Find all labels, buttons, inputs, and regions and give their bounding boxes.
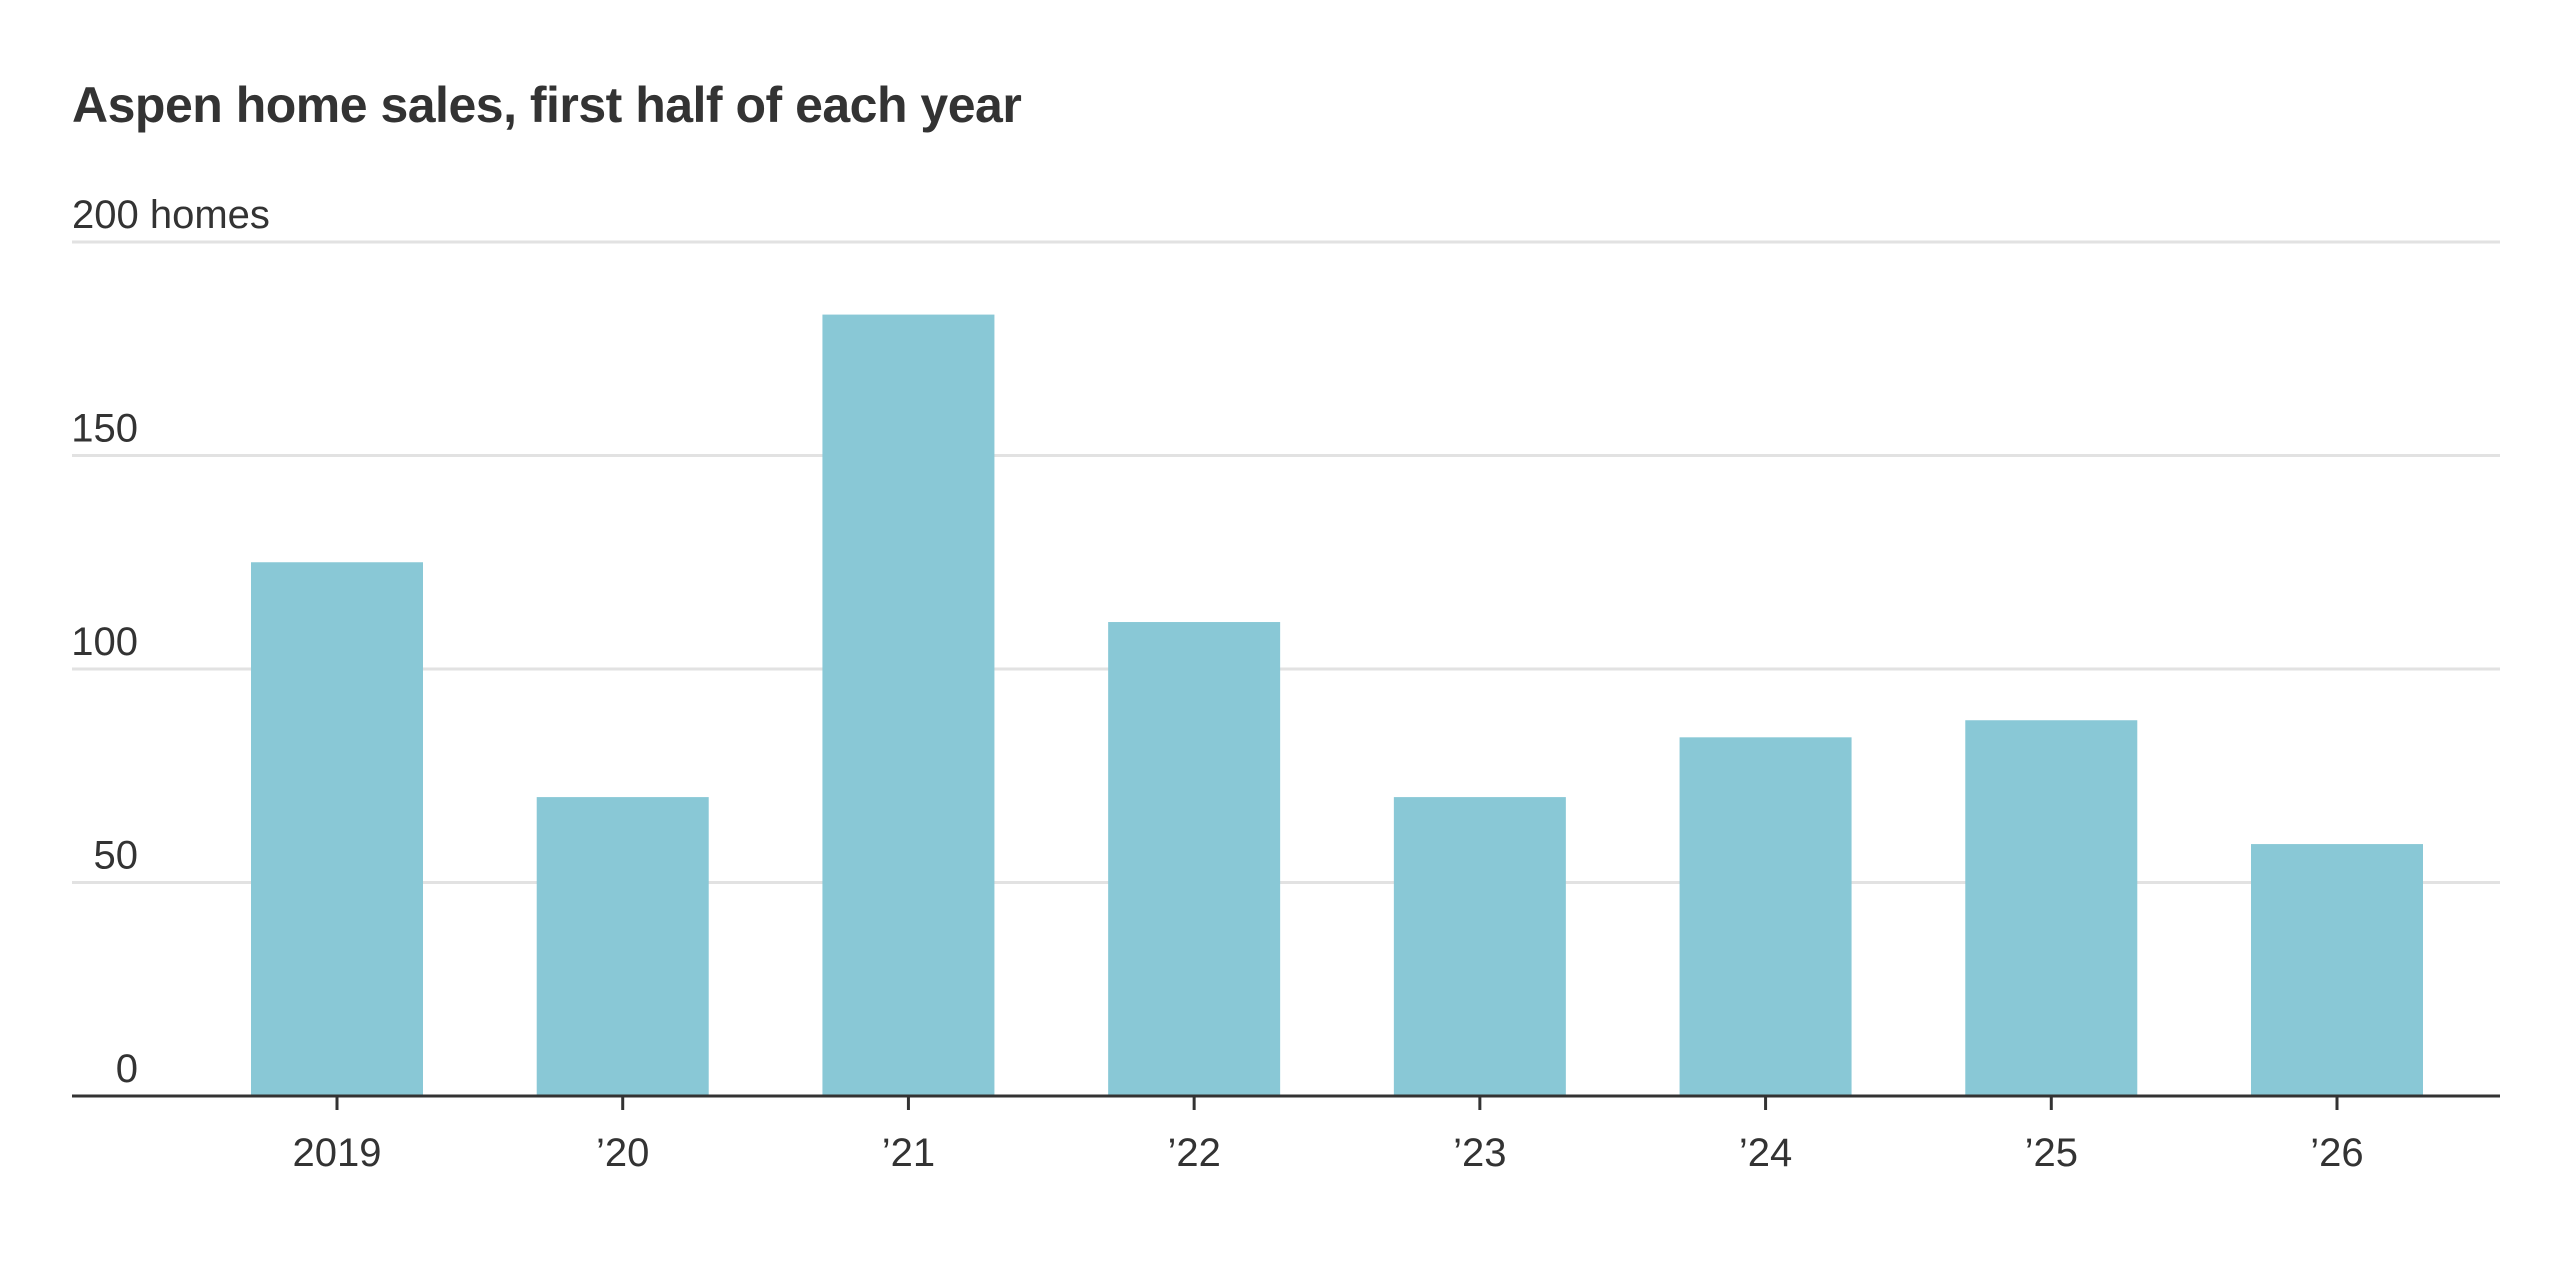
x-tick-label: ’26 bbox=[2310, 1131, 2363, 1175]
x-tick-label: ’22 bbox=[1167, 1131, 1220, 1175]
bar-7 bbox=[2251, 844, 2423, 1096]
bar-6 bbox=[1965, 720, 2138, 1096]
bars bbox=[251, 314, 2423, 1097]
x-tick-label: ’24 bbox=[1739, 1131, 1792, 1175]
y-tick-label: 50 bbox=[94, 834, 139, 878]
x-tick-label: ’23 bbox=[1453, 1131, 1506, 1175]
x-tick-label: ’21 bbox=[882, 1131, 935, 1175]
y-tick-label: 0 bbox=[116, 1047, 138, 1091]
bar-0 bbox=[251, 562, 423, 1096]
x-tick-label: ’25 bbox=[2025, 1131, 2078, 1175]
x-tick-label: ’20 bbox=[596, 1131, 649, 1175]
y-tick-label: 100 bbox=[71, 620, 138, 664]
bar-1 bbox=[536, 797, 709, 1096]
y-tick-label: 150 bbox=[71, 407, 138, 451]
y-tick-label: 200 homes bbox=[72, 193, 270, 237]
x-axis bbox=[72, 1094, 2500, 1110]
tick-labels: 0 50 100 150 200 homes 2019 ’20 ’21 ’22 ’23 ’24 ’25… bbox=[71, 193, 2363, 1175]
chart-title: Aspen home sales, first half of each yea… bbox=[72, 77, 1022, 133]
x-tick-label: 2019 bbox=[293, 1131, 382, 1175]
bar-3 bbox=[1108, 622, 1281, 1096]
bar-2 bbox=[822, 314, 995, 1097]
bar-4 bbox=[1393, 797, 1566, 1096]
bar-5 bbox=[1679, 737, 1852, 1096]
